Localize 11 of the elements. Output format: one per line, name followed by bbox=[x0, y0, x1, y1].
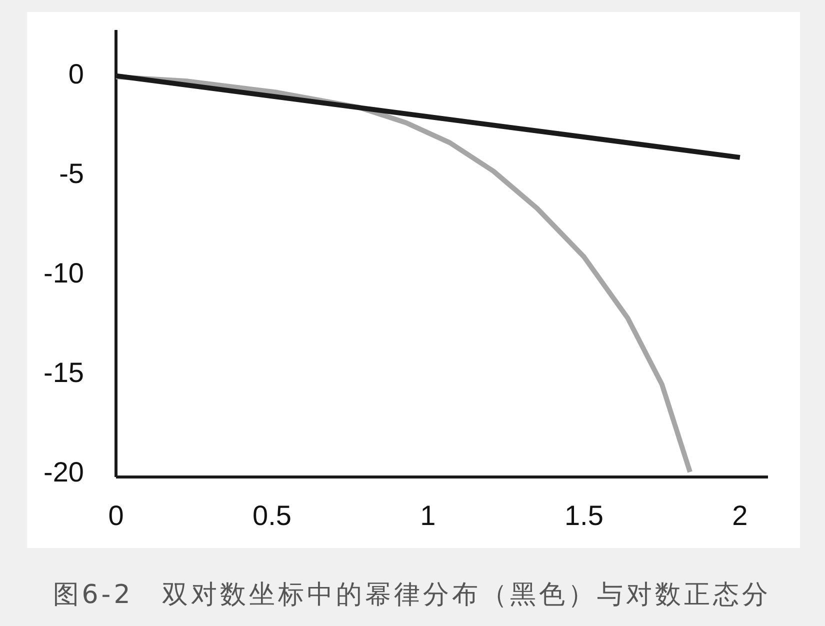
y-tick-label: 0 bbox=[68, 58, 84, 90]
x-tick-label: 1 bbox=[420, 500, 436, 531]
x-tick-label: 2 bbox=[732, 500, 748, 531]
x-tick-label: 0.5 bbox=[252, 500, 292, 531]
y-tick-label: -15 bbox=[44, 356, 84, 388]
x-tick-label: 0 bbox=[108, 500, 124, 531]
y-tick-label: -10 bbox=[44, 257, 84, 288]
caption: 图6-2 双对数坐标中的幂律分布（黑色）与对数正态分 bbox=[52, 580, 772, 610]
x-tick-label: 1.5 bbox=[564, 500, 604, 531]
y-tick-label: -5 bbox=[59, 158, 84, 189]
y-tick-label: -20 bbox=[44, 456, 84, 488]
